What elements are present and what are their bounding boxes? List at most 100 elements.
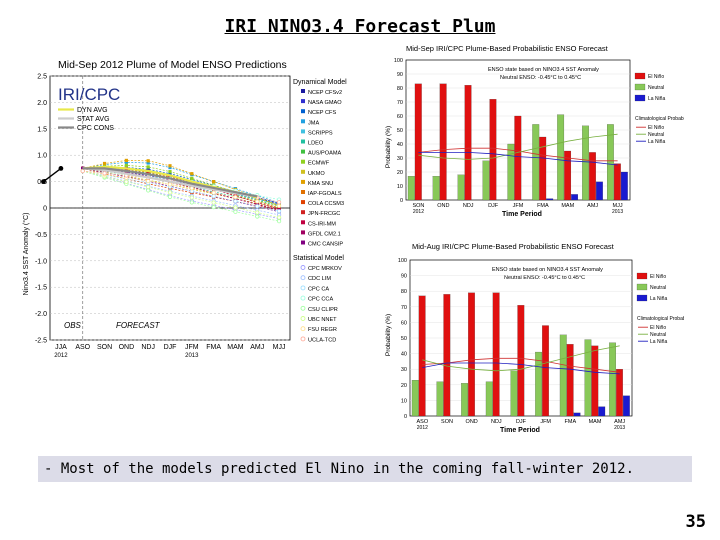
- bar2-bar: [573, 412, 581, 417]
- plume-stat-legend-label: CPC CA: [308, 286, 329, 292]
- plume-xtick-label: AMJ: [250, 344, 264, 351]
- plume-observed-line: [43, 167, 62, 183]
- plume-stat-point: [233, 194, 238, 200]
- bar1-ytick-label: 30: [397, 156, 403, 162]
- plume-stat-point: [124, 179, 129, 184]
- plume-dyn-legend-marker: [301, 99, 305, 104]
- plume-stat-point: [146, 188, 151, 193]
- plume-stat-point: [167, 194, 173, 199]
- plume-stat-point: [276, 200, 282, 205]
- plume-stat-point: [233, 199, 238, 204]
- plume-obs-label: OBS: [64, 321, 82, 330]
- plume-stat-point: [189, 195, 194, 200]
- plume-avg-legend-label: CPC CONS: [77, 125, 114, 132]
- bar1-legend-label: La Niña: [648, 96, 665, 102]
- plume-stat-point: [255, 210, 260, 215]
- plume-model-point: [168, 165, 172, 170]
- plume-observed-point: [41, 179, 46, 184]
- plume-stat-point: [233, 205, 238, 210]
- plume-dyn-legend-marker: [301, 139, 305, 144]
- bar2-ylabel: Probability (%): [385, 314, 392, 356]
- bar2-ytick-label: 10: [401, 398, 407, 404]
- bar1-legend-swatch: [634, 94, 646, 102]
- plume-stat-line: [82, 170, 280, 219]
- bar1-xsub-label: 2013: [612, 209, 623, 215]
- plume-model-point: [212, 180, 216, 184]
- bar2-xlabel: Time Period: [500, 427, 540, 434]
- plume-model-point: [146, 159, 150, 163]
- bar1-ylabel: Probability (%): [385, 126, 392, 168]
- bar1-xtick-label: JFM: [513, 203, 524, 209]
- plume-avg-legend-label: STAT AVG: [77, 116, 110, 123]
- plume-xtick-label: OND: [119, 344, 135, 351]
- plume-dyn-legend-marker: [301, 159, 305, 164]
- bar1-legend-swatch: [634, 83, 646, 91]
- plume-dyn-legend-marker: [301, 220, 305, 225]
- plume-model-point: [124, 163, 128, 167]
- bar1-clim-title: Climatological Probability:: [635, 116, 684, 122]
- plume-dyn-legend-label: LDEO: [308, 141, 324, 147]
- plume-stat-legend-label: CDC LIM: [308, 276, 331, 282]
- plume-stat-point: [211, 205, 216, 210]
- bar1-title: Mid-Sep IRI/CPC Plume-Based Probabilisti…: [406, 44, 609, 53]
- plume-stat-legend-marker: [300, 336, 306, 342]
- bar2-bar: [468, 292, 475, 417]
- plume-dyn-legend-label: NCEP CFS: [308, 110, 336, 116]
- bar2-bar: [418, 295, 426, 417]
- plume-stat-point: [255, 214, 260, 219]
- plume-stat-point: [80, 168, 85, 174]
- plume-iri-label: IRI/CPC: [58, 85, 120, 104]
- bar2-xtick-label: SON: [441, 419, 453, 425]
- plume-xsub-label: 2012: [54, 353, 68, 359]
- bar1-bar: [514, 115, 522, 201]
- bar2-xtick-label: OND: [466, 419, 478, 425]
- plume-stat-point: [276, 219, 282, 224]
- bar2-bar: [461, 383, 468, 417]
- bar2-bar: [411, 380, 419, 417]
- plume-stat-point: [255, 204, 260, 209]
- plume-dyn-legend-label: SCRIPPS: [308, 130, 333, 136]
- bar2-clim-legend-label: La Niña: [650, 339, 667, 345]
- bar2-bar: [609, 342, 616, 417]
- bar2-xtick-label: NDJ: [491, 419, 502, 425]
- bar1-bar: [457, 174, 465, 201]
- bar1-climatology-line: [418, 152, 618, 166]
- bar2-bar: [485, 381, 493, 417]
- bar1-bar: [482, 160, 490, 201]
- bar2-legend-label: Neutral: [650, 285, 666, 291]
- bar2-legend-label: La Niña: [650, 296, 667, 302]
- plume-xtick-label: NDJ: [141, 344, 155, 351]
- plume-ytick-label: 1.0: [37, 153, 47, 160]
- bar1-bar: [596, 181, 603, 201]
- bar1-bar: [620, 171, 628, 201]
- bar2-xtick-label: FMA: [565, 419, 577, 425]
- bar1-bar: [432, 176, 440, 201]
- plume-dyn-legend-label: JMA: [308, 120, 319, 126]
- plume-stat-line: [82, 170, 280, 207]
- plume-xtick-label: MAM: [227, 344, 244, 351]
- bar2-legend-swatch: [636, 294, 648, 302]
- plume-dyn-legend-marker: [301, 240, 305, 245]
- bar2-bar: [510, 370, 518, 417]
- plume-stat-legend-label: UBC NNET: [308, 317, 337, 323]
- bar2-ytick-label: 80: [401, 289, 407, 295]
- plume-model-point: [190, 176, 194, 180]
- plume-dyn-legend-marker: [301, 119, 305, 124]
- plume-model-line: [82, 165, 280, 206]
- bar1-bar: [589, 152, 596, 201]
- plume-model-point: [124, 160, 128, 164]
- plume-dyn-legend-label: CMC CANSIP: [308, 242, 343, 248]
- bar1-subtitle: ENSO state based on NINO3.4 SST Anomaly: [488, 67, 599, 73]
- bar1-ytick-label: 70: [397, 100, 403, 106]
- plume-model-point: [124, 158, 128, 162]
- bar1-bar: [439, 83, 447, 201]
- plume-stat-point: [189, 200, 194, 205]
- plume-chart: Mid-Sep 2012 Plume of Model ENSO Predict…: [20, 54, 382, 410]
- plume-stat-point: [167, 190, 173, 195]
- bar2-clim-title: Climatological Probability:: [637, 316, 684, 322]
- bar2-climatology-line: [422, 357, 620, 373]
- bar2-clim-legend-label: El Niño: [650, 325, 666, 331]
- bar1-bar: [464, 85, 472, 201]
- bar1-xtick-label: FMA: [537, 203, 549, 209]
- bar1-bar: [414, 83, 422, 201]
